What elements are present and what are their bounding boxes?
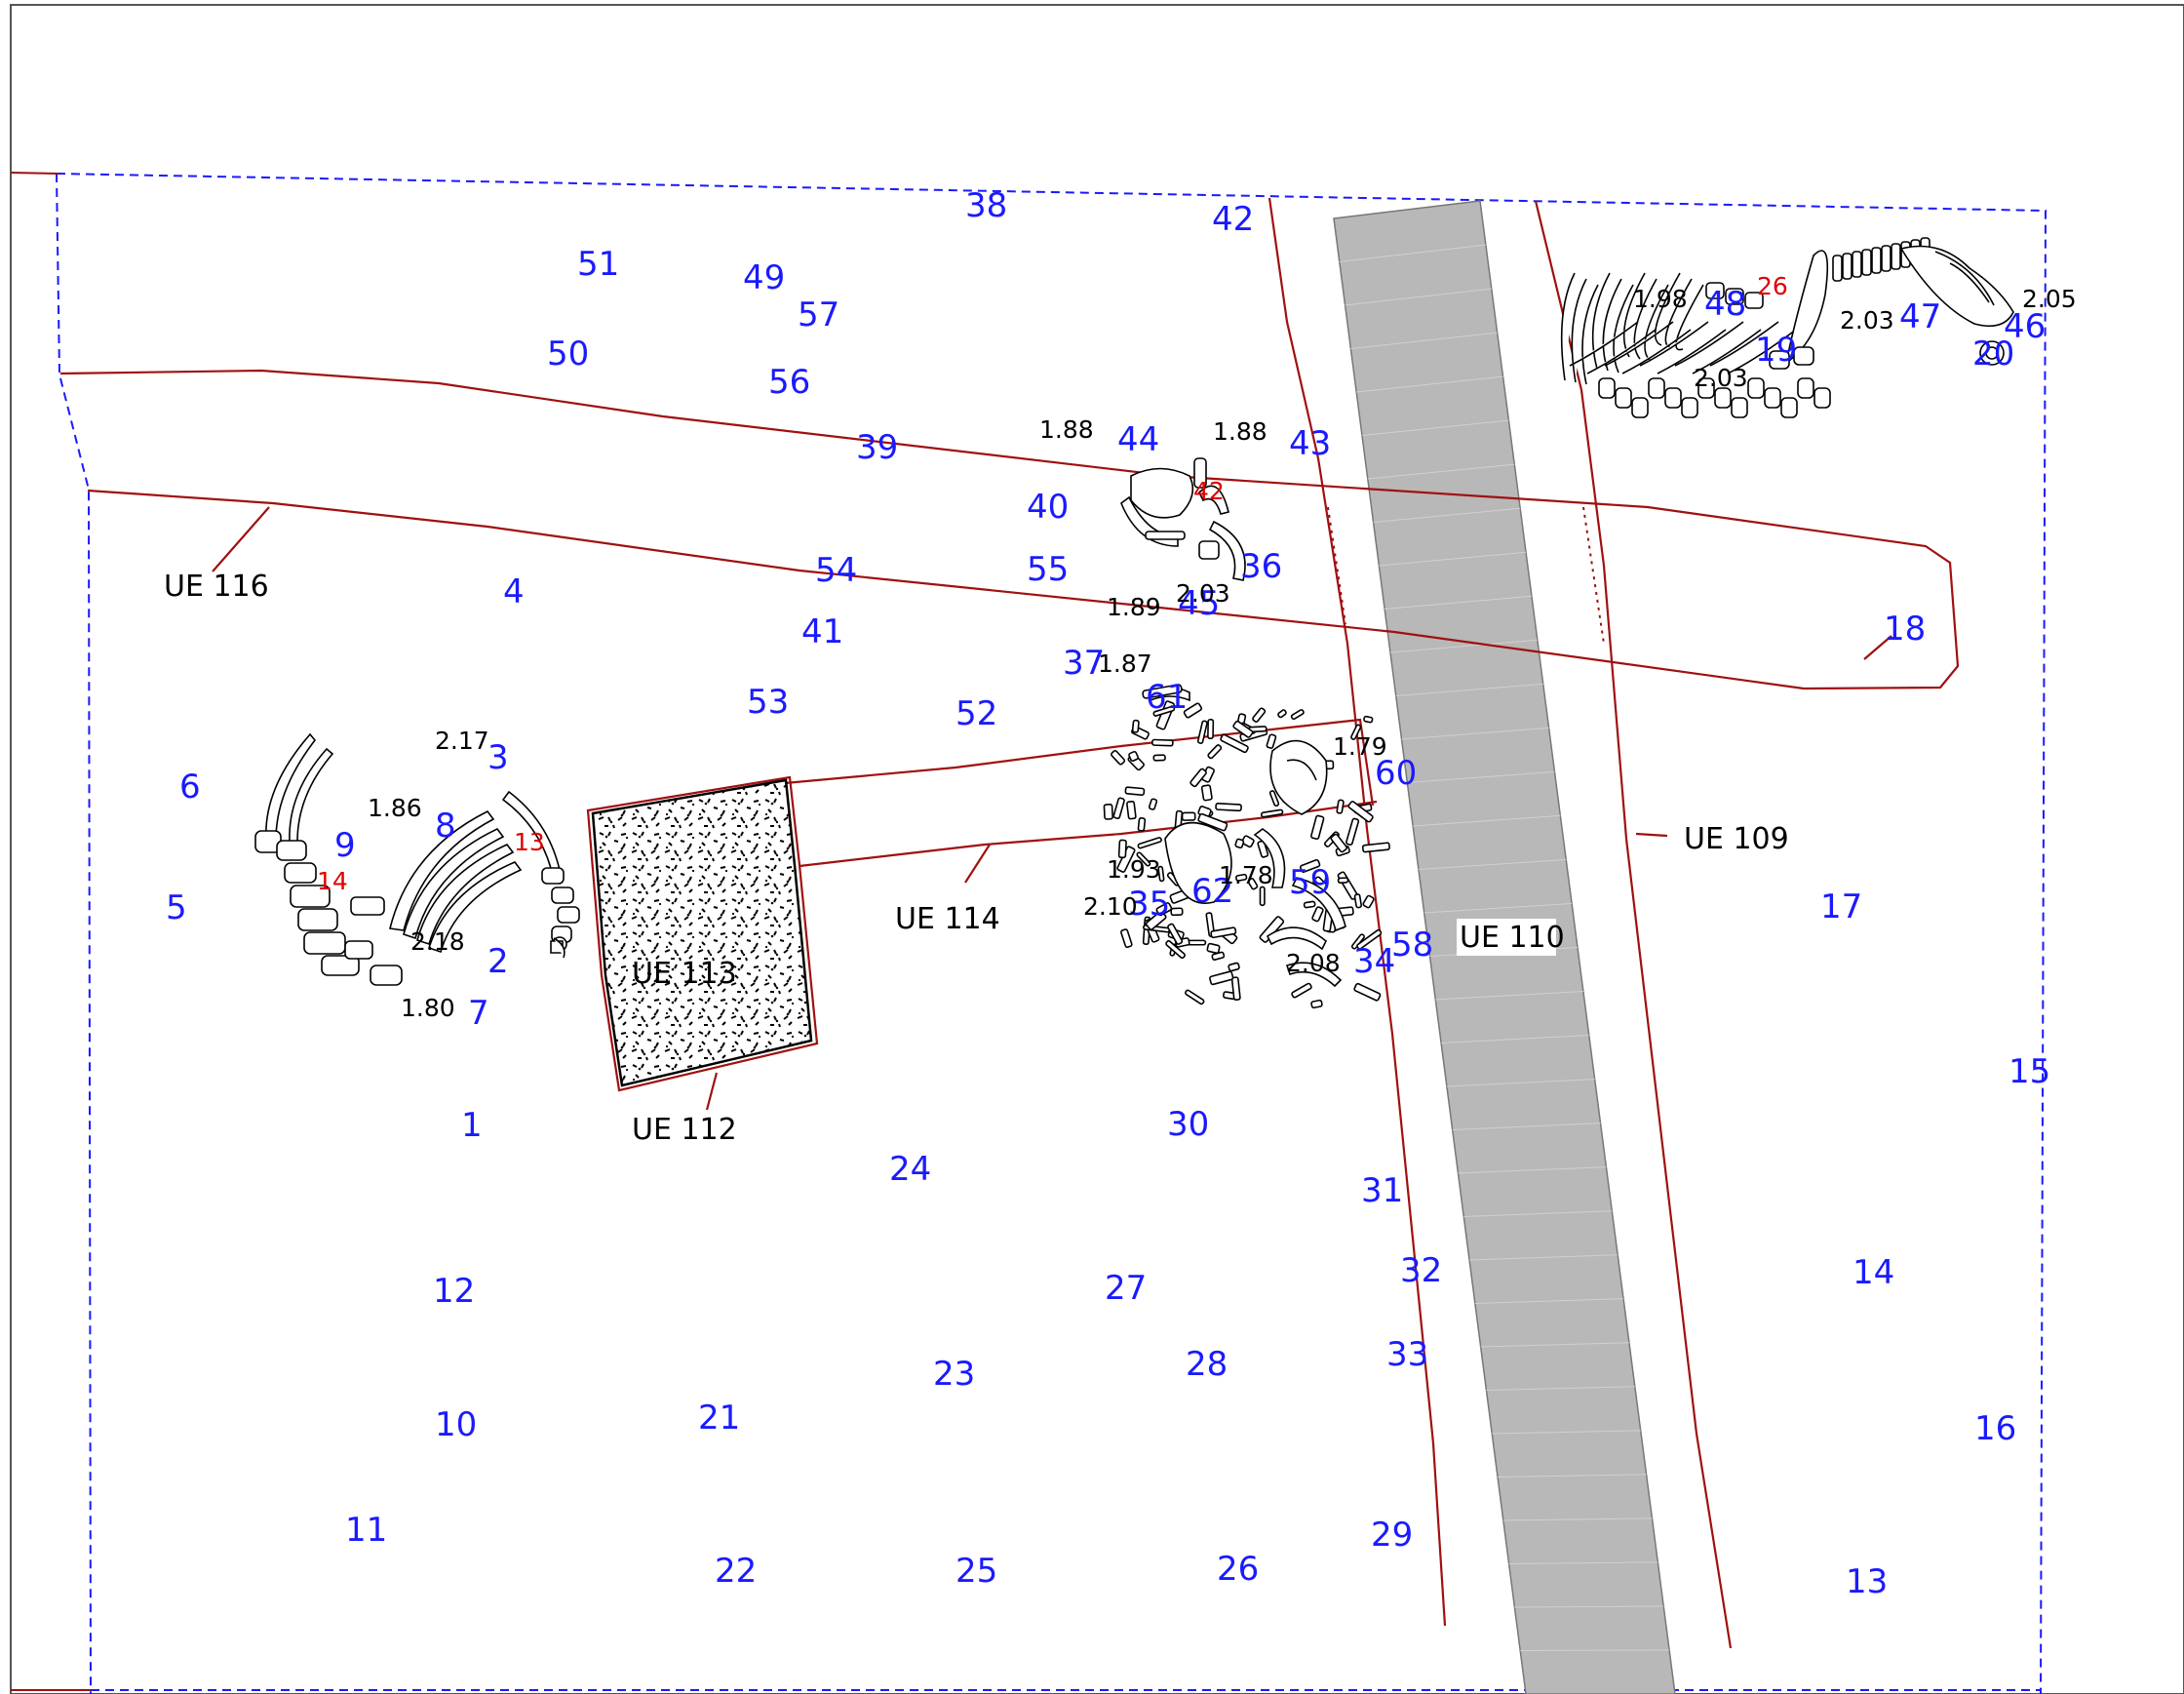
survey-point: 56	[768, 363, 810, 402]
gravel-fill-icon	[591, 778, 813, 1087]
elevation-value: 1.89	[1107, 593, 1161, 621]
survey-point: 8	[435, 807, 456, 846]
survey-point: 3	[488, 738, 509, 777]
survey-point: 32	[1400, 1251, 1442, 1290]
survey-point: 25	[956, 1552, 997, 1591]
survey-point: 7	[468, 994, 489, 1033]
survey-point: 22	[715, 1552, 757, 1591]
survey-point: 1	[461, 1106, 483, 1145]
survey-point: 42	[1212, 200, 1254, 239]
elevation-value: 2.03	[1840, 306, 1894, 335]
survey-point: 61	[1146, 678, 1188, 717]
survey-point: 48	[1704, 285, 1746, 324]
elevation-value: 1.98	[1633, 285, 1688, 313]
survey-point: 44	[1117, 420, 1159, 459]
skeleton-northeast-icon	[1560, 237, 2014, 418]
elevation-value: 1.80	[401, 994, 455, 1022]
survey-point: 49	[743, 258, 785, 297]
unit-label-ue113: UE 113	[632, 957, 737, 991]
survey-point: 60	[1375, 754, 1417, 793]
elevation-value: 1.79	[1333, 732, 1387, 761]
find-number: 13	[514, 828, 545, 856]
survey-point: 27	[1105, 1269, 1147, 1308]
survey-point: 14	[1852, 1253, 1894, 1292]
survey-point: 4	[503, 572, 525, 611]
survey-point: 2	[488, 942, 509, 981]
survey-point: 21	[698, 1399, 740, 1438]
elevation-value: 2.08	[1286, 949, 1341, 977]
survey-point: 18	[1884, 610, 1926, 649]
section-tick	[10, 172, 59, 175]
survey-point: 34	[1353, 942, 1395, 981]
unit-label-ue114: UE 114	[895, 902, 1000, 936]
survey-point: 62	[1191, 872, 1233, 911]
survey-point: 45	[1178, 584, 1220, 623]
elevation-value: 1.78	[1219, 861, 1273, 889]
survey-point: 52	[956, 694, 997, 733]
elevation-value: 1.93	[1107, 855, 1161, 884]
survey-point: 30	[1167, 1105, 1209, 1144]
survey-point: 43	[1289, 424, 1331, 463]
survey-point: 17	[1820, 887, 1862, 926]
survey-point: 50	[547, 335, 589, 374]
survey-point: 58	[1391, 926, 1433, 965]
survey-point: 15	[2008, 1052, 2050, 1091]
elevation-value: 2.17	[435, 727, 489, 755]
elevation-value: 1.87	[1098, 650, 1152, 678]
survey-point: 26	[1217, 1550, 1259, 1589]
survey-point: 24	[889, 1150, 931, 1189]
elevation-value: 1.86	[368, 794, 422, 822]
elevation-value: 2.10	[1083, 892, 1138, 921]
find-number: 14	[317, 867, 348, 895]
survey-point: 31	[1361, 1171, 1403, 1210]
survey-point: 55	[1027, 550, 1069, 589]
survey-point: 16	[1974, 1409, 2016, 1448]
survey-point: 20	[1972, 335, 2014, 374]
elevation-value: 2.03	[1694, 364, 1748, 392]
elevation-value: 1.88	[1213, 417, 1268, 446]
skeleton-west-icon	[254, 732, 580, 986]
survey-point: 5	[166, 888, 187, 927]
survey-point: 11	[345, 1511, 387, 1550]
survey-point: 38	[965, 186, 1007, 225]
unit-label-ue116: UE 116	[164, 570, 269, 604]
survey-point: 28	[1186, 1345, 1228, 1384]
survey-point: 47	[1899, 297, 1941, 336]
survey-point: 37	[1063, 644, 1105, 683]
elevation-value: 2.05	[2022, 285, 2077, 313]
survey-point: 9	[334, 826, 356, 865]
survey-point: 59	[1289, 863, 1331, 902]
survey-point: 35	[1128, 885, 1170, 924]
excavation-limit	[56, 173, 2048, 1694]
survey-point: 36	[1240, 547, 1282, 586]
survey-point: 23	[933, 1355, 975, 1394]
survey-point: 46	[2004, 307, 2046, 346]
elevation-value: 2.03	[1176, 579, 1230, 608]
unit-label-ue110: UE 110	[1460, 921, 1565, 955]
find-number: 26	[1757, 272, 1788, 300]
find-number: 42	[1193, 477, 1225, 505]
survey-point: 33	[1386, 1335, 1428, 1374]
survey-point: 19	[1755, 331, 1797, 370]
survey-point: 10	[435, 1405, 477, 1444]
elevation-value: 2.18	[410, 927, 465, 956]
survey-point: 39	[856, 428, 898, 467]
survey-point: 57	[798, 295, 839, 335]
drawing-frame	[10, 4, 2184, 1694]
survey-point: 41	[801, 612, 843, 651]
unit-boundaries	[59, 197, 1960, 1649]
survey-point: 51	[577, 245, 619, 284]
survey-point: 53	[747, 683, 789, 722]
survey-point: 13	[1846, 1562, 1888, 1601]
survey-point: 40	[1027, 488, 1069, 527]
skeleton-center-icon	[1103, 457, 1390, 1009]
survey-point: 12	[433, 1272, 475, 1311]
survey-point: 54	[815, 551, 857, 590]
unit-label-ue109: UE 109	[1684, 822, 1789, 856]
unit-label-ue112: UE 112	[632, 1113, 737, 1147]
elevation-value: 1.88	[1039, 415, 1094, 444]
survey-point: 6	[179, 768, 201, 807]
survey-point: 29	[1371, 1516, 1413, 1555]
